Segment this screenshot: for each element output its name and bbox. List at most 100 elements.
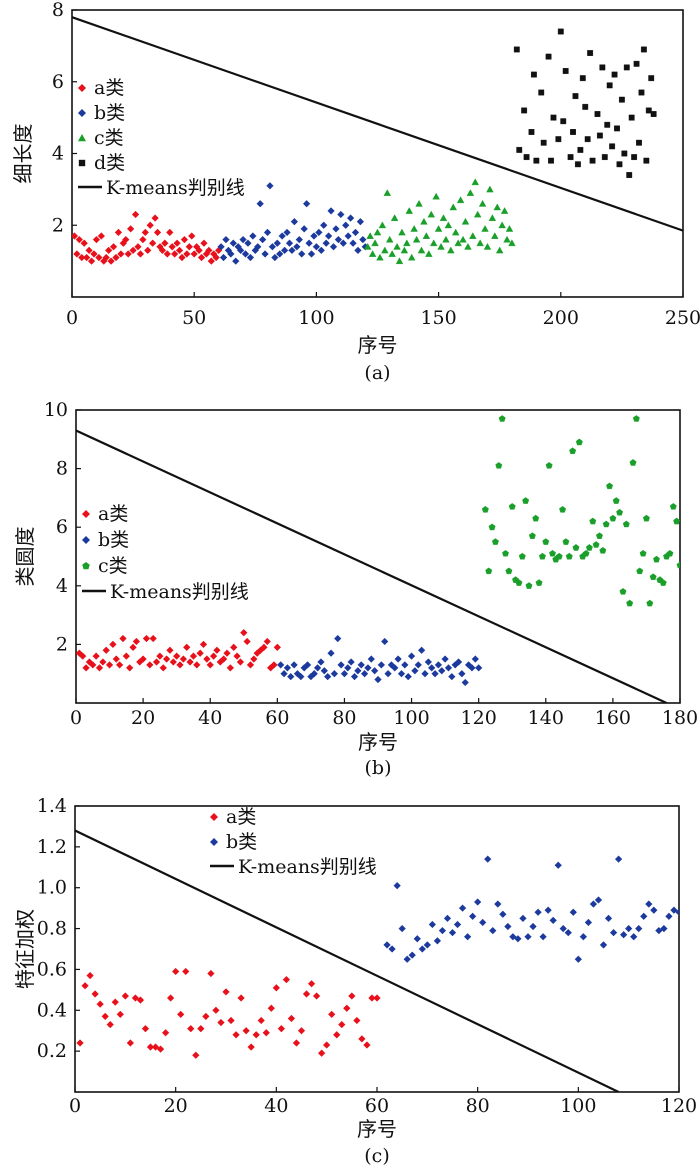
data-point (606, 482, 614, 490)
data-point (97, 232, 106, 240)
chart-panel-b: 0 20 40 60 80 100 120 140 160 180 2 4 6 8 10 序号 类圆度 (b) a类… (13, 399, 698, 779)
data-point (307, 250, 316, 258)
data-point (177, 1010, 185, 1019)
data-point (142, 634, 151, 643)
data-point (119, 634, 127, 643)
data-point (449, 203, 458, 211)
data-point (363, 1041, 371, 1049)
x-tick-label: 80 (466, 1095, 490, 1117)
data-point (391, 664, 399, 672)
data-point (307, 980, 316, 988)
data-point (589, 157, 596, 164)
data-point (344, 664, 352, 672)
data-point (328, 1010, 336, 1019)
data-point (327, 207, 335, 215)
data-point (347, 658, 355, 666)
data-point (105, 661, 114, 669)
plot-area (72, 16, 683, 265)
data-point (403, 955, 411, 963)
data-point (454, 658, 463, 666)
data-point (481, 505, 489, 513)
data-point (636, 567, 644, 575)
data-point (312, 243, 321, 251)
data-point (175, 246, 184, 255)
data-point (239, 235, 247, 244)
data-point (115, 661, 124, 669)
data-point (635, 924, 643, 933)
data-point (456, 196, 465, 204)
data-point (334, 634, 342, 643)
legend: a类 b类 c类 K-means判别线 (82, 503, 249, 603)
data-point (491, 232, 499, 239)
data-point (317, 246, 325, 255)
data-point (290, 661, 298, 669)
data-point (549, 916, 557, 925)
x-tick-label: 160 (595, 707, 631, 729)
data-point (185, 243, 193, 251)
data-point (206, 661, 214, 669)
data-point (434, 661, 443, 669)
y-tick-label: 0.6 (37, 958, 67, 980)
data-point (609, 514, 617, 522)
data-point (626, 172, 633, 178)
data-point (388, 250, 396, 257)
y-tick-label: 2 (56, 633, 68, 655)
data-point (538, 89, 545, 96)
data-point (638, 89, 645, 96)
data-point (562, 68, 569, 74)
data-point (629, 459, 637, 466)
data-point (250, 655, 258, 663)
data-point (134, 243, 142, 251)
data-point (92, 652, 100, 660)
data-point (350, 672, 359, 681)
data-point (473, 898, 482, 906)
data-point (645, 107, 652, 114)
data-point (669, 503, 677, 510)
legend-label: d类 (94, 152, 125, 174)
data-point (151, 1043, 160, 1051)
data-point (158, 246, 167, 255)
data-point (124, 250, 132, 258)
series-b (277, 634, 483, 687)
y-tick-label: 4 (52, 143, 64, 165)
data-point (522, 497, 530, 504)
data-point (86, 971, 94, 980)
data-point (146, 1043, 155, 1051)
data-point (340, 670, 349, 678)
x-tick-label: 100 (393, 707, 429, 729)
data-point (665, 912, 673, 920)
data-point (534, 908, 542, 916)
data-point (258, 235, 267, 244)
x-tick-label: 150 (420, 307, 456, 329)
legend-marker (82, 536, 90, 544)
data-point (432, 192, 440, 200)
panel-caption: (b) (365, 757, 392, 779)
data-point (153, 228, 162, 237)
data-point (585, 544, 593, 551)
data-point (622, 520, 630, 528)
data-point (207, 969, 215, 978)
data-point (91, 990, 99, 998)
data-point (542, 538, 550, 545)
data-point (494, 900, 502, 908)
x-tick-label: 60 (265, 707, 289, 729)
data-point (418, 945, 426, 953)
data-point (101, 1012, 109, 1021)
data-point (632, 415, 640, 422)
data-point (403, 239, 411, 247)
x-tick-label: 100 (560, 1095, 596, 1117)
legend-marker (78, 109, 86, 117)
x-tick-label: 100 (298, 307, 334, 329)
data-point (351, 228, 360, 237)
y-axis-title: 特征加权 (13, 909, 37, 989)
data-point (222, 988, 230, 996)
data-point (122, 235, 130, 244)
data-point (282, 975, 291, 984)
data-point (236, 246, 245, 255)
data-point (441, 655, 449, 663)
data-point (90, 250, 98, 258)
data-point (377, 661, 386, 669)
data-point (488, 214, 497, 221)
data-point (569, 447, 577, 454)
